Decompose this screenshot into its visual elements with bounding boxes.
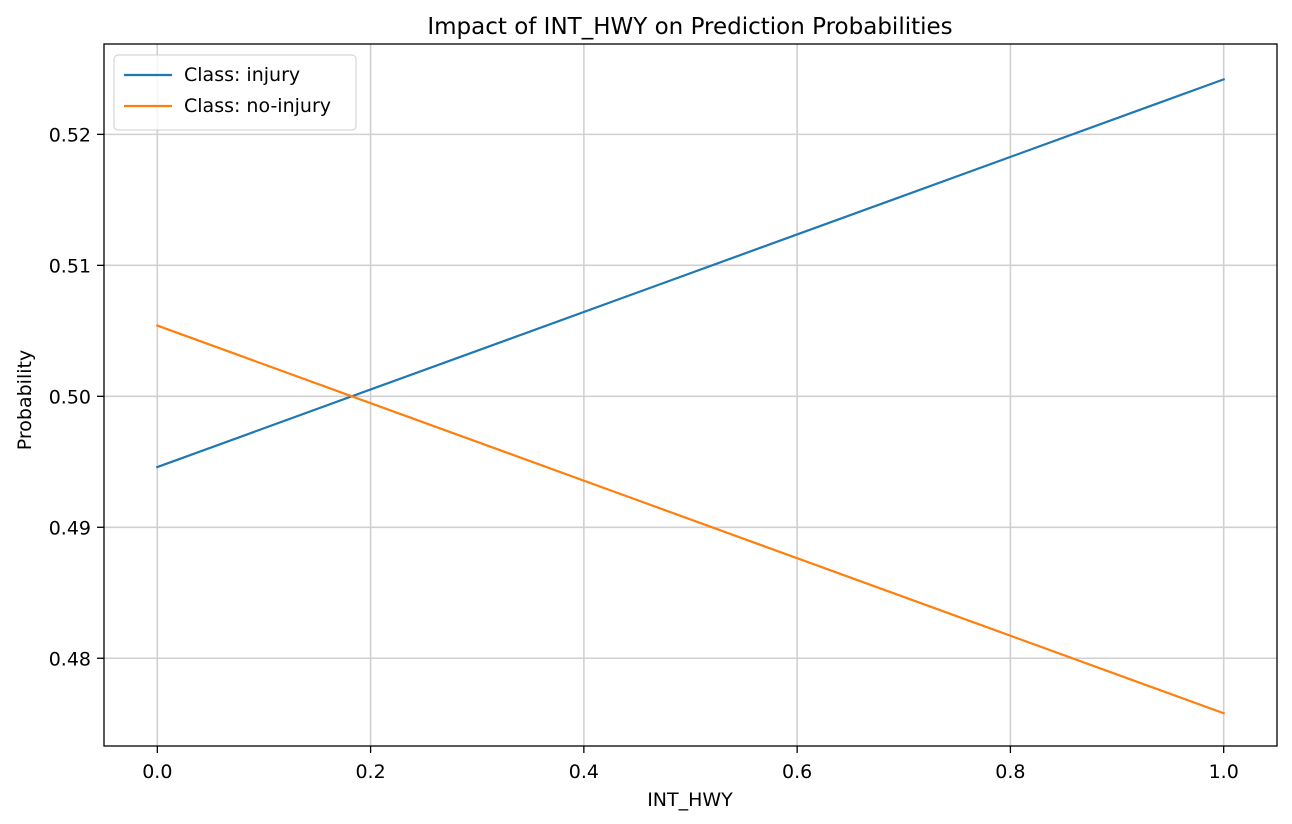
x-tick-label: 0.6 <box>782 761 812 783</box>
y-tick-label: 0.52 <box>49 124 91 146</box>
legend: Class: injury Class: no-injury <box>113 54 357 131</box>
legend-label-no-injury: Class: no-injury <box>184 95 331 117</box>
x-tick-label: 0.8 <box>995 761 1025 783</box>
y-tick-label: 0.51 <box>49 255 91 277</box>
y-tick-label: 0.49 <box>49 517 91 539</box>
x-axis-ticks: 0.0 0.2 0.4 0.6 0.8 1.0 <box>142 746 1239 783</box>
legend-label-injury: Class: injury <box>184 64 300 86</box>
chart-title: Impact of INT_HWY on Prediction Probabil… <box>427 14 952 40</box>
x-axis-label: INT_HWY <box>647 789 733 811</box>
x-tick-label: 1.0 <box>1209 761 1239 783</box>
series-line-no-injury <box>155 324 1226 715</box>
x-tick-label: 0.0 <box>142 761 172 783</box>
grid-lines <box>104 44 1277 746</box>
plot-area <box>104 44 1277 746</box>
legend-box <box>113 54 357 131</box>
y-tick-label: 0.50 <box>49 386 91 408</box>
x-tick-label: 0.2 <box>355 761 385 783</box>
y-axis-ticks: 0.48 0.49 0.50 0.51 0.52 <box>49 124 104 670</box>
y-axis-label: Probability <box>14 350 36 450</box>
x-tick-label: 0.4 <box>569 761 599 783</box>
plot-frame <box>103 43 1278 747</box>
series-line-injury <box>155 77 1226 469</box>
series-lines <box>155 77 1226 715</box>
y-tick-label: 0.48 <box>49 648 91 670</box>
